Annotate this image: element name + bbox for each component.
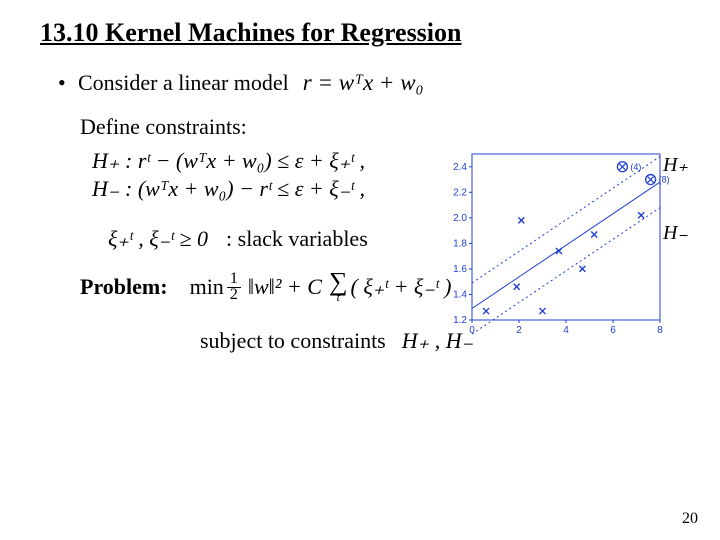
svg-text:1.2: 1.2 bbox=[453, 315, 467, 326]
frac-bot: 2 bbox=[230, 288, 238, 302]
chart-svg: 1.21.41.61.82.02.22.402468(4)(8) bbox=[444, 148, 684, 338]
linear-model-math: r = wᵀx + w₀ bbox=[303, 70, 424, 96]
page-number: 20 bbox=[682, 510, 698, 528]
define-constraints-label: Define constraints: bbox=[80, 114, 247, 140]
svg-text:1.8: 1.8 bbox=[453, 238, 467, 249]
problem-math: min 1 2 ‖w‖² + C ∑ t ( ξ₊ᵗ + ξ₋ᵗ ) bbox=[190, 272, 452, 302]
problem-label: Problem: bbox=[80, 274, 168, 300]
svg-text:2.2: 2.2 bbox=[453, 187, 467, 198]
slack-vars-math: ξ₊ᵗ , ξ₋ᵗ ≥ 0 bbox=[108, 226, 208, 252]
svg-text:2.4: 2.4 bbox=[453, 162, 467, 173]
problem-mid: ‖w‖² + C bbox=[248, 274, 322, 300]
chart-hplus-label: H₊ bbox=[663, 152, 688, 177]
svg-text:2.0: 2.0 bbox=[453, 213, 467, 224]
subject-to-label: subject to constraints bbox=[200, 328, 386, 354]
bullet-dot: • bbox=[58, 70, 78, 96]
problem-min: min bbox=[190, 274, 224, 300]
svg-text:(4): (4) bbox=[630, 162, 641, 172]
frac-top: 1 bbox=[230, 272, 238, 286]
svg-text:1.6: 1.6 bbox=[453, 264, 467, 275]
chart-hminus-label: H₋ bbox=[663, 220, 688, 245]
bullet-1-text: Consider a linear model bbox=[78, 70, 289, 96]
svg-text:6: 6 bbox=[610, 325, 616, 336]
define-constraints-line: Define constraints: bbox=[80, 114, 680, 140]
problem-tail: ( ξ₊ᵗ + ξ₋ᵗ ) bbox=[351, 274, 452, 300]
svg-text:4: 4 bbox=[563, 325, 569, 336]
sum-icon: ∑ t bbox=[329, 272, 348, 302]
fraction-icon: 1 2 bbox=[227, 272, 241, 302]
bullet-line-1: • Consider a linear model r = wᵀx + w₀ bbox=[58, 70, 680, 96]
svg-text:1.4: 1.4 bbox=[453, 289, 467, 300]
slack-label: : slack variables bbox=[226, 226, 368, 252]
regression-chart: 1.21.41.61.82.02.22.402468(4)(8) H₊ H₋ bbox=[444, 148, 684, 338]
svg-text:2: 2 bbox=[516, 325, 522, 336]
slide-title: 13.10 Kernel Machines for Regression bbox=[40, 18, 680, 48]
svg-text:8: 8 bbox=[657, 325, 663, 336]
sum-sub: t bbox=[337, 293, 340, 303]
